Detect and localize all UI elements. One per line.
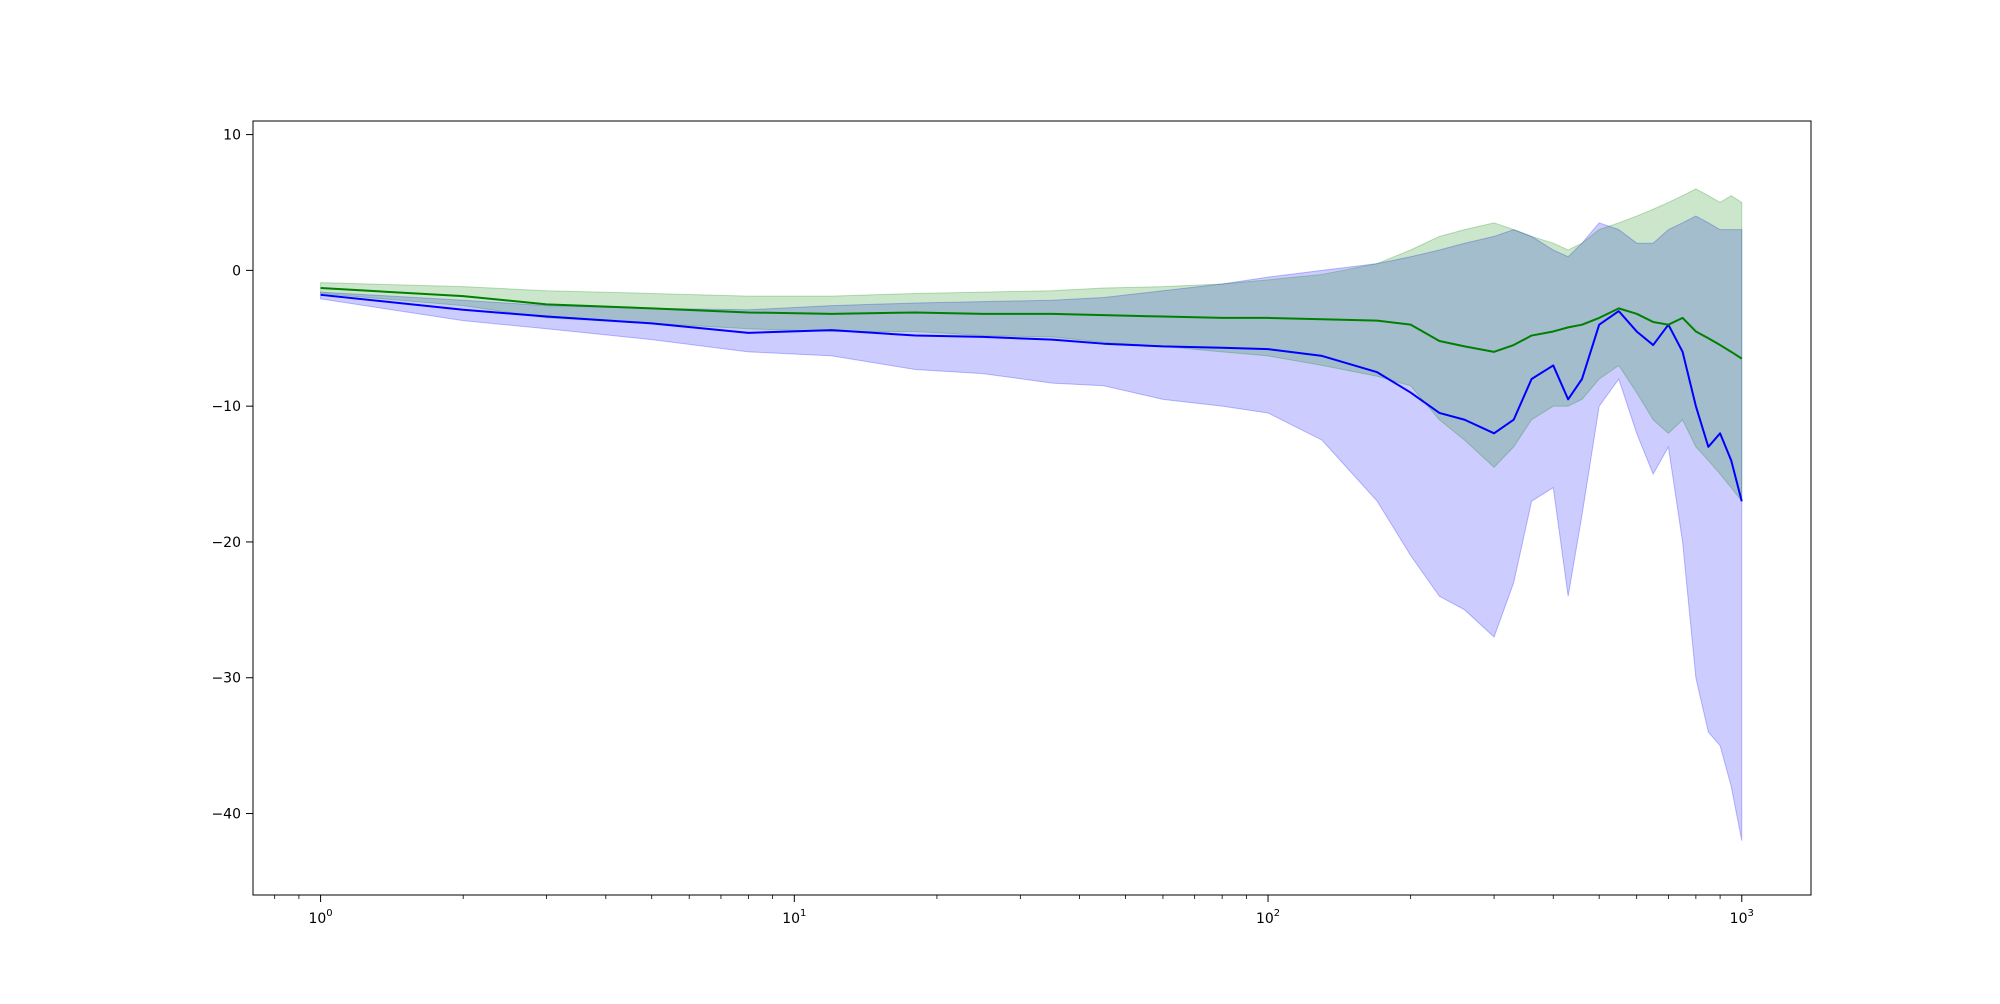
band-series-1 bbox=[320, 215, 1743, 841]
y-tick-label: −40 bbox=[211, 807, 241, 823]
line-series-1 bbox=[320, 293, 1743, 502]
y-tick-label: 0 bbox=[232, 263, 241, 279]
y-tick-label: −10 bbox=[211, 399, 241, 415]
line-series-2 bbox=[320, 287, 1743, 360]
x-tick-label: 100 bbox=[308, 908, 332, 927]
x-tick-label: 102 bbox=[1256, 908, 1280, 927]
confidence-bands bbox=[320, 188, 1743, 841]
series-lines bbox=[320, 287, 1743, 502]
y-tick-label: −30 bbox=[211, 671, 241, 687]
plot-frame bbox=[252, 120, 1812, 896]
x-tick-label: 103 bbox=[1730, 908, 1754, 927]
y-tick-label: −20 bbox=[211, 535, 241, 551]
y-tick-label: 10 bbox=[223, 128, 241, 144]
x-tick-label: 101 bbox=[782, 908, 806, 927]
